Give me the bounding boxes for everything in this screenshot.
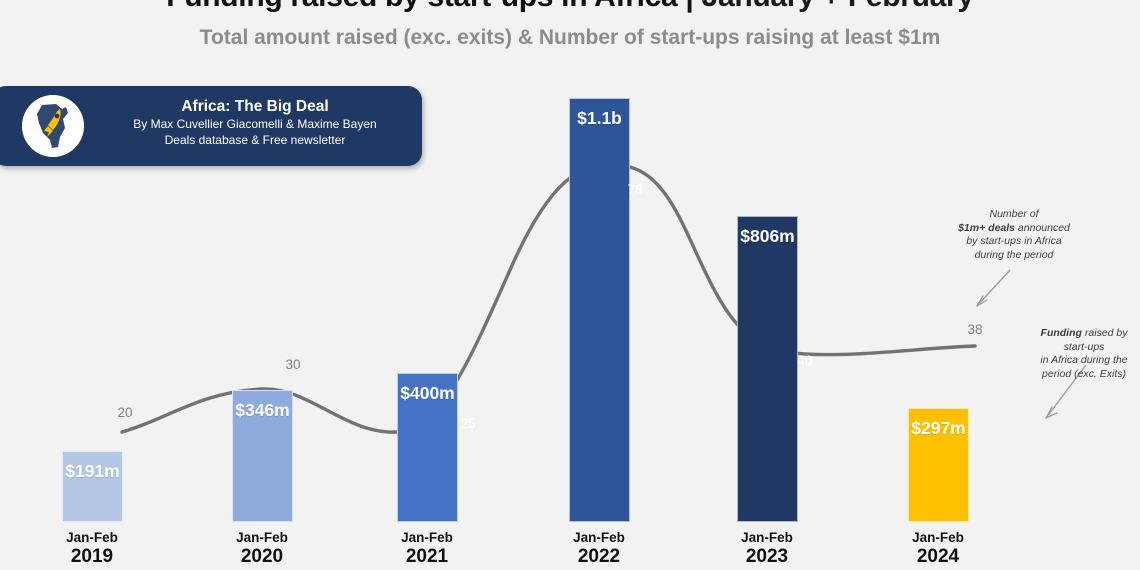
funding-annotation: Funding raised by start-ups in Africa du… xyxy=(1028,327,1140,381)
deals-count-label: 25 xyxy=(460,416,476,431)
funding-annotation-line1-bold: Funding xyxy=(1040,327,1082,339)
brand-authors: By Max Cuvellier Giacomelli & Maxime Bay… xyxy=(133,117,377,131)
funding-annotation-line4: period (exc. Exits) xyxy=(1041,367,1127,380)
deals-count-label: 38 xyxy=(967,322,983,337)
deals-count-label: 20 xyxy=(117,405,133,420)
bar-2023[interactable]: $806m xyxy=(737,216,798,522)
africa-rocket-logo-icon xyxy=(22,95,84,157)
x-axis-month: Jan-Feb xyxy=(236,530,288,545)
x-axis-label-2022: Jan-Feb 2022 xyxy=(539,529,659,568)
funding-annotation-arrow xyxy=(1045,364,1087,419)
x-axis-label-2023: Jan-Feb 2023 xyxy=(707,529,827,568)
deals-annotation-line2-rest: announced xyxy=(1015,221,1070,234)
x-axis-label-2024: Jan-Feb 2024 xyxy=(878,529,998,568)
bar-2020[interactable]: $346m xyxy=(232,390,293,522)
deals-count-label: 40 xyxy=(797,353,813,368)
chart-title-main: Funding raised by start-ups in Africa xyxy=(166,0,678,13)
bar-value-label: $191m xyxy=(65,461,120,481)
deals-annotation-arrow xyxy=(976,269,1011,307)
x-axis-year: 2023 xyxy=(745,546,789,567)
brand-badge-text: Africa: The Big Deal By Max Cuvellier Gi… xyxy=(98,97,412,148)
x-axis-year: 2022 xyxy=(577,546,621,567)
bar-2019[interactable]: $191m xyxy=(62,451,123,522)
x-axis-year: 2021 xyxy=(405,546,449,567)
bar-2021[interactable]: $400m xyxy=(397,373,458,522)
bar-value-label: $346m xyxy=(235,400,290,420)
chart-title: Funding raised by start-ups in Africa | … xyxy=(0,0,1140,14)
x-axis-month: Jan-Feb xyxy=(912,530,964,545)
deals-count-label: 78 xyxy=(627,182,643,197)
brand-badge[interactable]: Africa: The Big Deal By Max Cuvellier Gi… xyxy=(0,86,422,166)
x-axis-month: Jan-Feb xyxy=(401,530,453,545)
x-axis-year: 2020 xyxy=(240,546,284,567)
x-axis-year: 2024 xyxy=(916,546,960,567)
deals-annotation-line1: Number of xyxy=(989,208,1039,220)
chart-subtitle: Total amount raised (exc. exits) & Numbe… xyxy=(199,26,941,49)
x-axis-label-2020: Jan-Feb 2020 xyxy=(202,529,322,568)
deals-annotation-line3: by start-ups in Africa xyxy=(966,235,1062,247)
x-axis-month: Jan-Feb xyxy=(573,530,625,545)
bar-value-label: $297m xyxy=(911,418,966,438)
bar-2024[interactable]: $297m xyxy=(908,408,969,522)
bar-value-label: $400m xyxy=(400,383,455,403)
deals-annotation: Number of $1m+ deals announced by start-… xyxy=(940,208,1088,262)
x-axis-month: Jan-Feb xyxy=(741,530,793,545)
chart-title-period: January + February xyxy=(702,0,975,13)
brand-name: Africa: The Big Deal xyxy=(181,98,329,115)
x-axis-label-2021: Jan-Feb 2021 xyxy=(367,529,487,568)
bar-value-label: $806m xyxy=(740,226,795,246)
funding-annotation-line3: in Africa during the xyxy=(1040,354,1128,366)
funding-annotation-line2: start-ups xyxy=(1063,340,1105,353)
x-axis-month: Jan-Feb xyxy=(66,530,118,545)
brand-tagline: Deals database & Free newsletter xyxy=(164,133,346,147)
x-axis-year: 2019 xyxy=(70,546,114,567)
bar-value-label: $1.1b xyxy=(577,108,622,128)
deals-count-label: 30 xyxy=(285,357,301,372)
funding-annotation-line1-rest: raised by xyxy=(1081,327,1128,339)
x-axis-label-2019: Jan-Feb 2019 xyxy=(32,529,152,568)
bar-2022[interactable]: $1.1b xyxy=(569,98,630,522)
deals-annotation-line2-bold: $1m+ deals xyxy=(958,221,1016,234)
chart-title-separator: | xyxy=(677,0,701,13)
deals-annotation-line4: during the period xyxy=(974,248,1054,261)
